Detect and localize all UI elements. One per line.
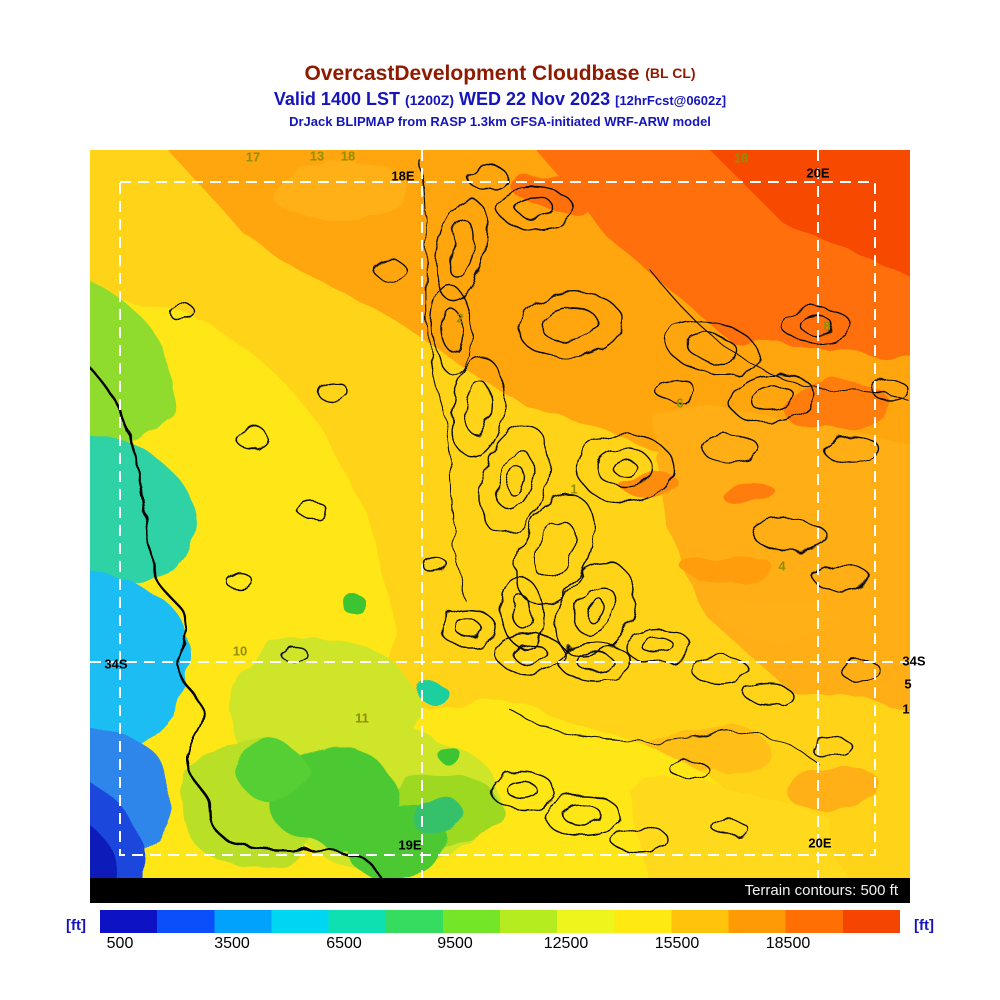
page-title: OvercastDevelopment Cloudbase (304, 62, 640, 85)
colorbar-tick: 12500 (543, 935, 589, 952)
forecast-run-tag: [12hrFcst@0602z] (615, 93, 727, 108)
page-title-suffix: (BL CL) (645, 65, 696, 81)
colorbar-gradient (100, 910, 900, 933)
colorbar-tick: 15500 (654, 935, 700, 952)
terrain-contours-note-text: Terrain contours: 500 ft (744, 882, 898, 899)
model-line: DrJack BLIPMAP from RASP 1.3km GFSA-init… (289, 114, 711, 129)
terrain-contours-note: Terrain contours: 500 ft (90, 878, 910, 903)
terrain-contour-lines (168, 159, 909, 855)
colorbar-ticks: 500 3500 6500 9500 12500 15500 18500 (0, 935, 1000, 955)
colorbar-tick: 3500 (214, 935, 250, 952)
colorbar-unit-right: [ft] (914, 917, 934, 934)
valid-time: Valid 1400 LST (273, 89, 400, 109)
cloudbase-color-field (90, 150, 910, 878)
colorbar-unit-left: [ft] (66, 917, 86, 934)
colorbar-tick: 18500 (765, 935, 811, 952)
valid-date: WED 22 Nov 2023 (459, 89, 611, 109)
graticule-dashed (90, 150, 910, 878)
header: OvercastDevelopment Cloudbase (BL CL) Va… (0, 60, 1000, 130)
cloudbase-forecast-map (90, 150, 910, 878)
coastline (90, 366, 382, 878)
colorbar-tick: 9500 (437, 935, 473, 952)
colorbar-tick: 500 (106, 935, 134, 952)
colorbar-tick: 6500 (326, 935, 362, 952)
valid-zulu: (1200Z) (404, 92, 455, 108)
